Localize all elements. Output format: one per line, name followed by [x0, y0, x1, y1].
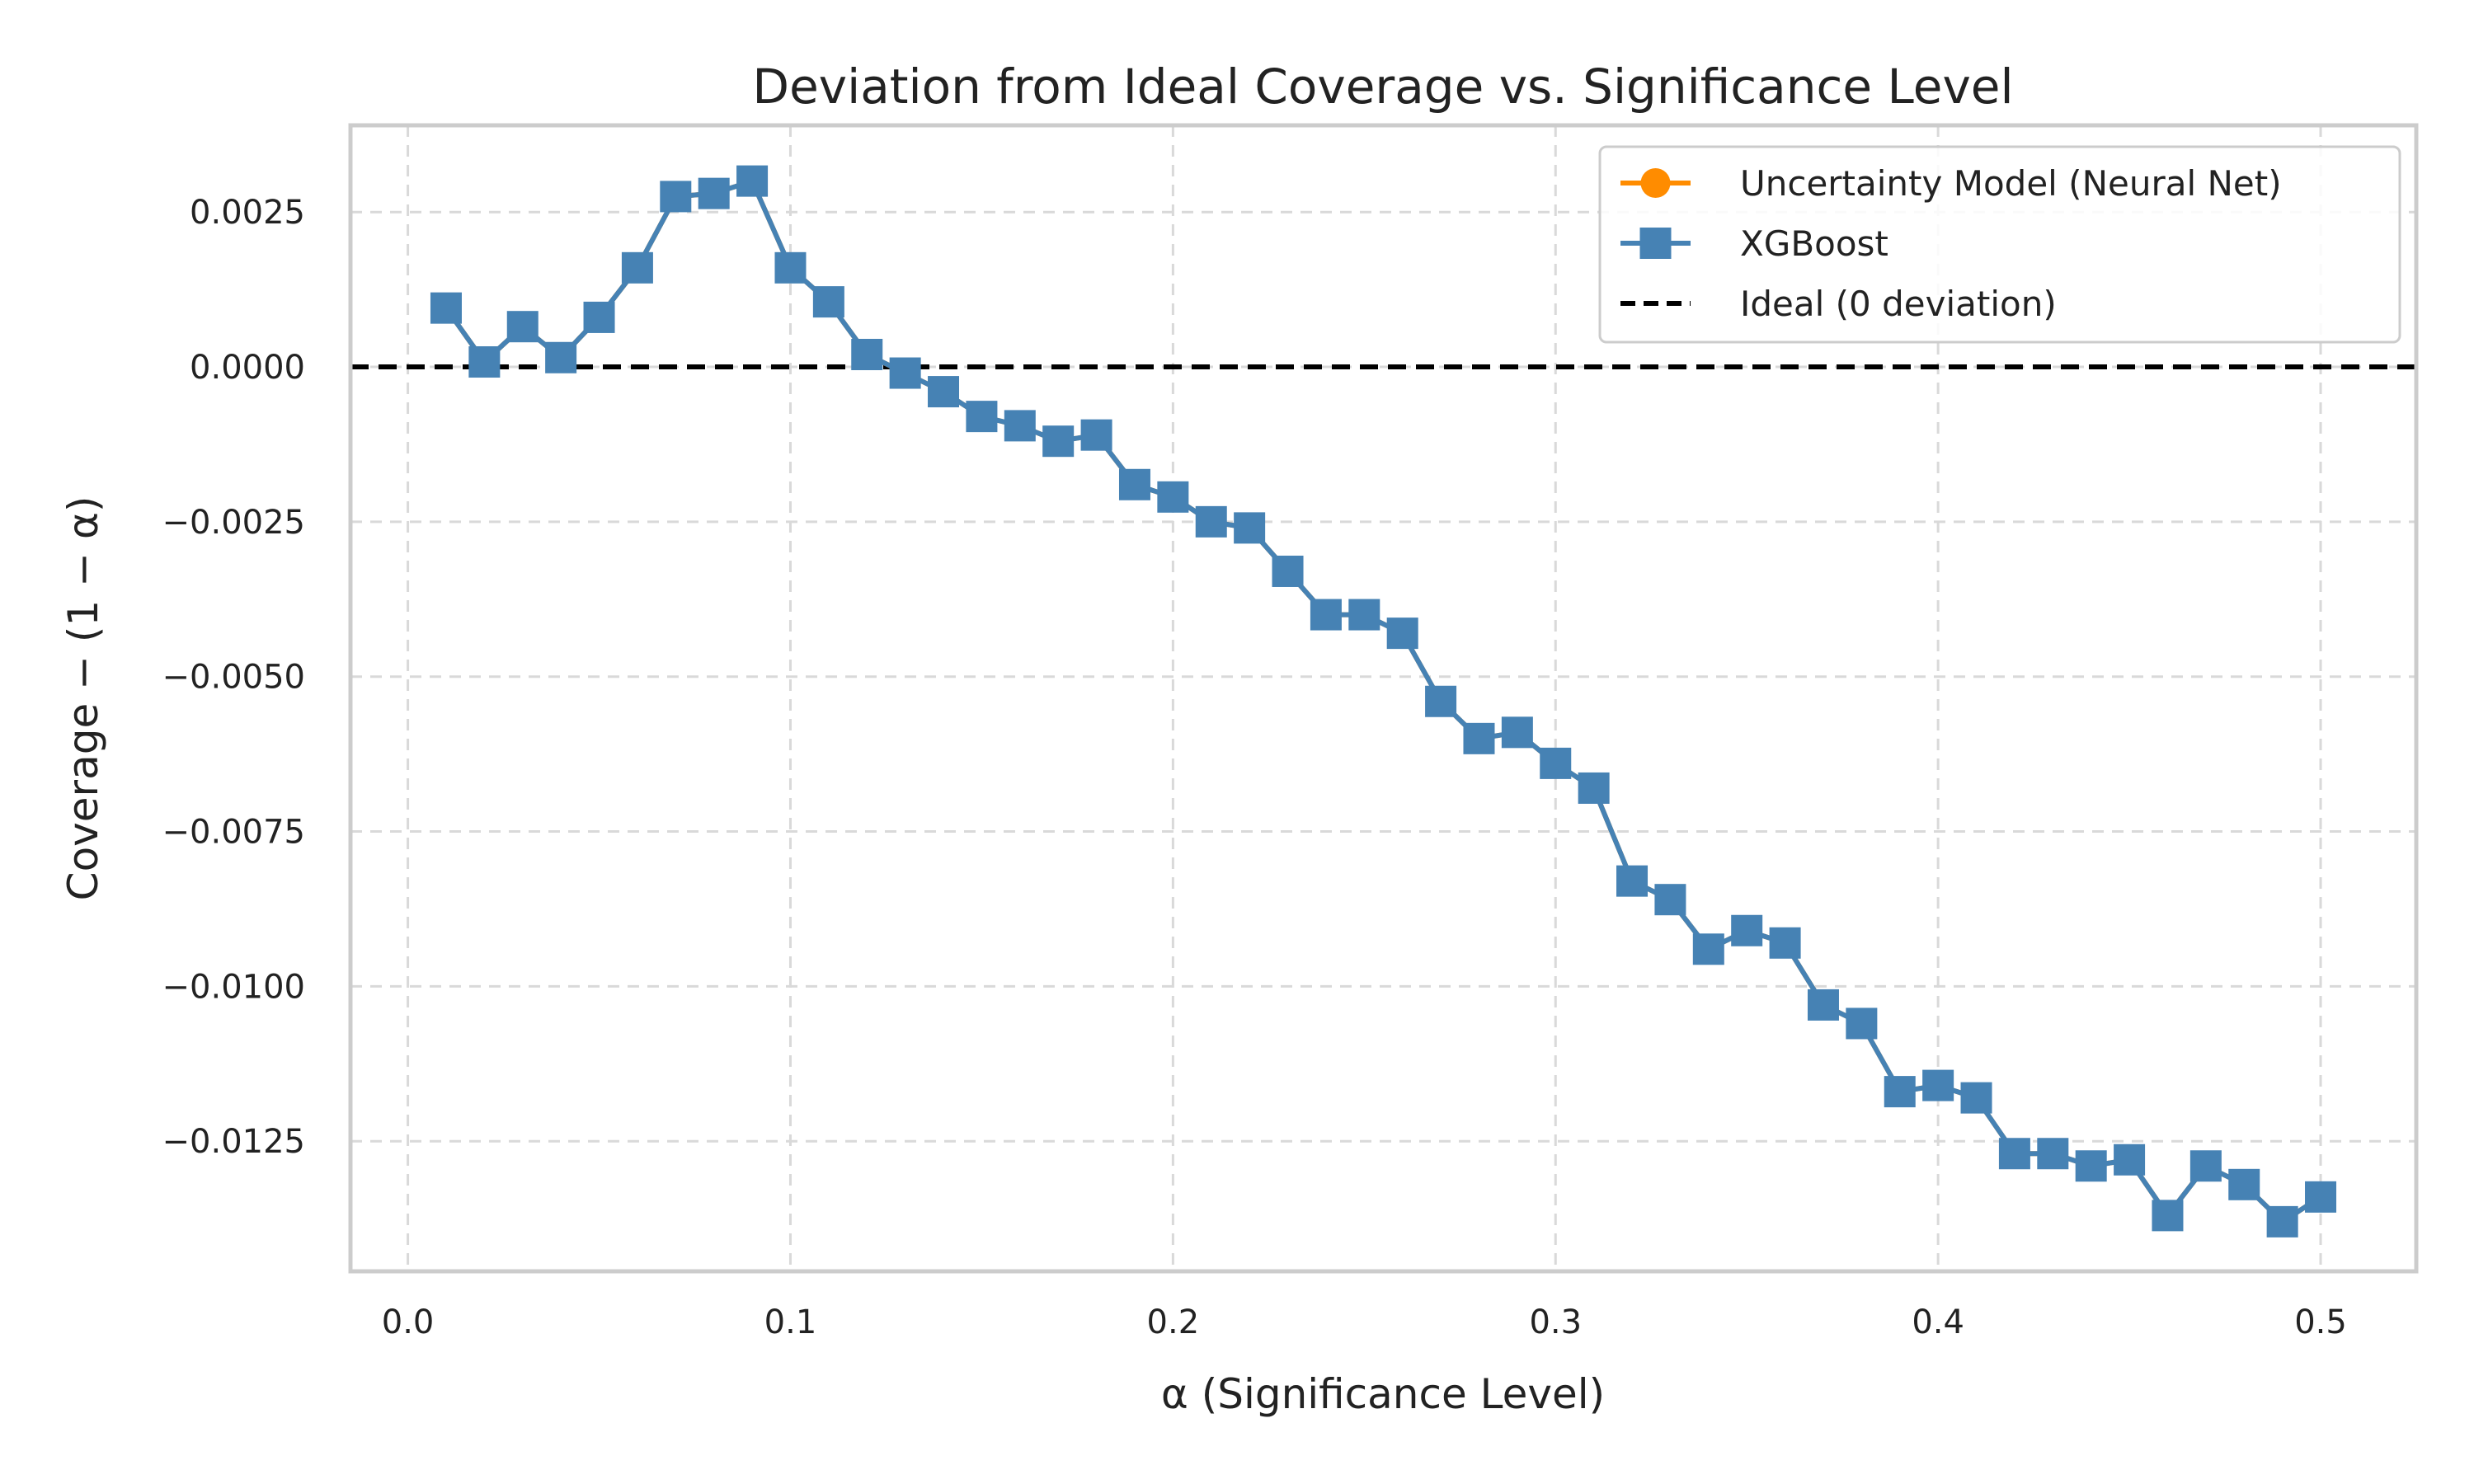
- y-tick-label: −0.0100: [162, 968, 305, 1006]
- data-point: [928, 376, 960, 408]
- data-point: [1540, 747, 1572, 779]
- grid-layer: [350, 125, 2416, 1271]
- legend-label: XGBoost: [1740, 223, 1888, 264]
- series-1: [430, 165, 2337, 1237]
- data-point: [774, 251, 807, 284]
- y-tick-label: −0.0025: [162, 504, 305, 542]
- x-tick-label: 0.0: [382, 1303, 435, 1341]
- x-tick-label: 0.2: [1147, 1303, 1200, 1341]
- legend-label: Uncertainty Model (Neural Net): [1740, 163, 2282, 204]
- y-tick-label: 0.0000: [190, 349, 305, 387]
- data-point: [1998, 1138, 2030, 1170]
- data-point: [2228, 1168, 2260, 1200]
- y-tick-label: −0.0075: [162, 814, 305, 852]
- y-tick-label: −0.0050: [162, 659, 305, 697]
- data-point: [660, 181, 692, 213]
- data-point: [621, 251, 653, 284]
- data-point: [1807, 989, 1839, 1021]
- x-tick-label: 0.4: [1912, 1303, 1964, 1341]
- y-tick-label: −0.0125: [162, 1123, 305, 1161]
- y-tick-label: 0.0025: [190, 194, 305, 232]
- data-point: [1118, 468, 1150, 500]
- data-point: [736, 165, 769, 197]
- legend: Uncertainty Model (Neural Net) XGBoost Ide…: [1598, 145, 2401, 344]
- legend-entries: Uncertainty Model (Neural Net) XGBoost Ide…: [1620, 163, 2282, 324]
- data-point: [2305, 1181, 2337, 1213]
- data-point: [698, 177, 730, 209]
- data-point: [2266, 1205, 2298, 1237]
- plot-frame: [348, 123, 2419, 1274]
- data-point: [812, 286, 844, 318]
- data-point: [1501, 716, 1533, 749]
- data-point: [851, 339, 883, 370]
- series-layer: [430, 165, 2337, 1237]
- chart-title: Deviation from Ideal Coverage vs. Signif…: [752, 59, 2013, 115]
- data-point: [1348, 599, 1380, 631]
- data-point: [1310, 599, 1342, 631]
- legend-entry: XGBoost: [1620, 223, 1888, 264]
- data-point: [1769, 927, 1801, 959]
- x-tick-label: 0.5: [2294, 1303, 2347, 1341]
- y-axis-label: Coverage − (1 − α): [59, 496, 107, 901]
- x-tick-label: 0.1: [764, 1303, 817, 1341]
- data-point: [1042, 425, 1075, 458]
- data-point: [1692, 933, 1724, 965]
- data-point: [1080, 419, 1112, 451]
- data-point: [1960, 1082, 1992, 1114]
- data-point: [1578, 772, 1610, 804]
- data-point: [1922, 1069, 1954, 1101]
- data-point: [1425, 685, 1457, 717]
- data-point: [545, 341, 577, 373]
- data-point: [2037, 1138, 2069, 1170]
- legend-swatch-marker: [1640, 168, 1671, 198]
- data-point: [1272, 555, 1304, 587]
- data-point: [2114, 1144, 2146, 1176]
- data-point: [1731, 914, 1763, 946]
- data-point: [1004, 410, 1036, 442]
- data-point: [1386, 618, 1418, 650]
- x-tick-label: 0.3: [1529, 1303, 1582, 1341]
- data-point: [889, 357, 921, 389]
- data-point: [506, 311, 539, 343]
- legend-entry: Ideal (0 deviation): [1620, 284, 2057, 324]
- legend-entry: Uncertainty Model (Neural Net): [1620, 163, 2282, 204]
- data-point: [2189, 1150, 2222, 1182]
- data-point: [1463, 722, 1495, 754]
- tick-layer: 0.0 0.1 0.2 0.3 0.4 0.5 0.0025 0.0000 −0.0025 −0.…: [162, 194, 2347, 1341]
- legend-box: [1598, 145, 2401, 344]
- legend-swatch-marker: [1639, 228, 1672, 259]
- data-point: [966, 401, 998, 433]
- x-axis-label: α (Significance Level): [1161, 1370, 1605, 1418]
- data-point: [1884, 1076, 1916, 1108]
- data-point: [583, 301, 615, 333]
- data-point: [430, 292, 462, 324]
- data-point: [2152, 1200, 2184, 1232]
- data-point: [1846, 1007, 1878, 1040]
- data-point: [1234, 512, 1266, 544]
- data-point: [1654, 884, 1686, 916]
- data-point: [1195, 505, 1227, 538]
- data-point: [468, 346, 501, 378]
- legend-label: Ideal (0 deviation): [1740, 284, 2057, 324]
- data-point: [1616, 865, 1649, 897]
- data-point: [2075, 1150, 2107, 1182]
- data-point: [1157, 481, 1189, 513]
